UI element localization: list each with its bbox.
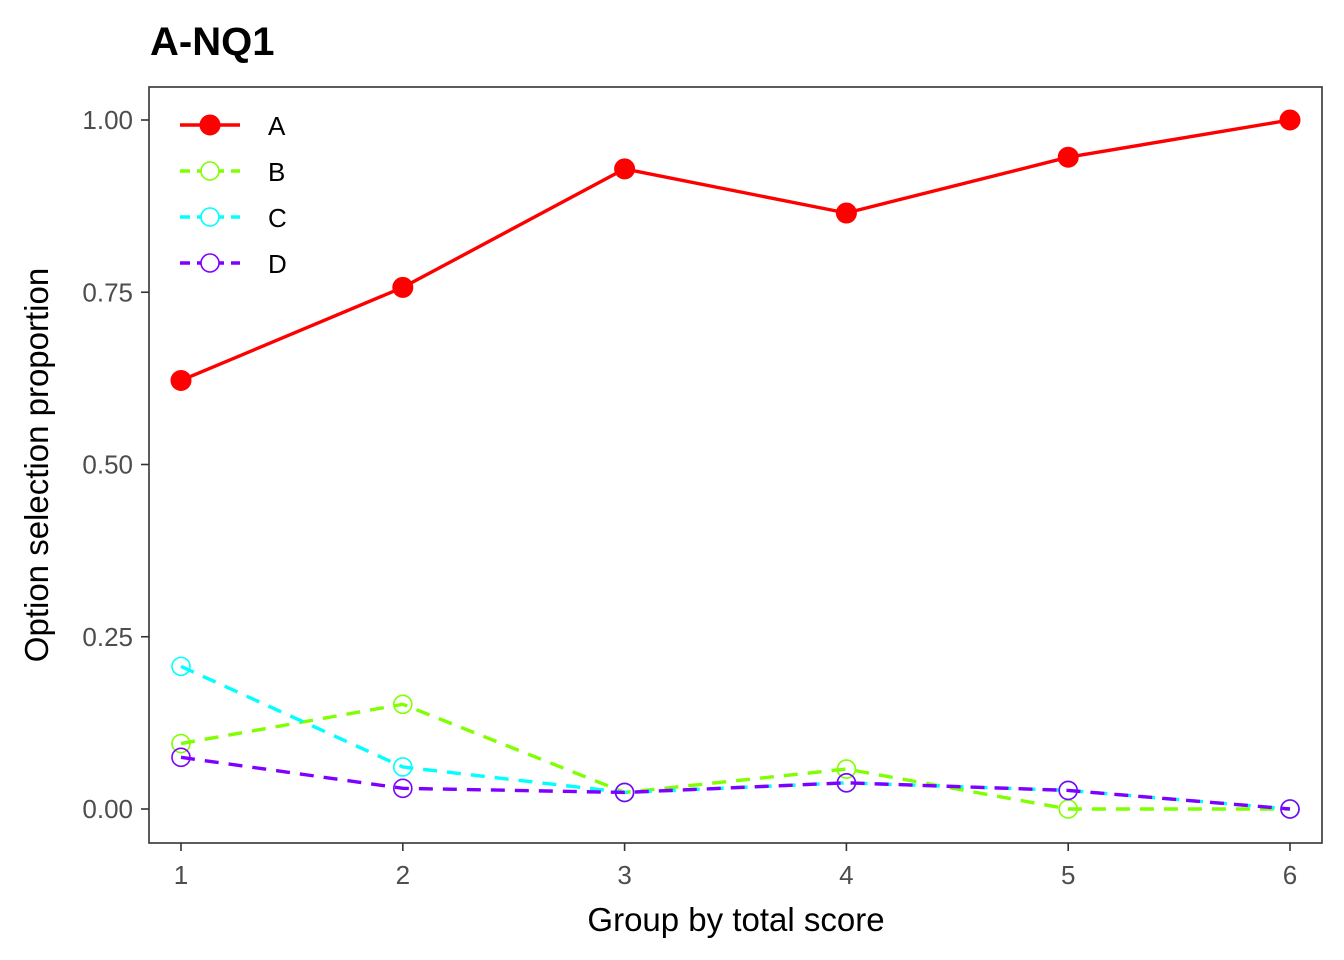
legend-item-d: D xyxy=(180,249,287,279)
data-point xyxy=(836,759,857,779)
series-line xyxy=(180,702,1290,811)
x-tick-label: 3 xyxy=(617,860,631,890)
data-point xyxy=(171,747,191,768)
series-layer xyxy=(170,109,1301,819)
y-axis-title: Option selection proportion xyxy=(18,268,55,662)
series-line xyxy=(180,118,1291,383)
data-point xyxy=(392,276,414,298)
y-tick-label: 0.75 xyxy=(82,277,133,307)
legend-key-marker xyxy=(199,114,221,136)
data-point xyxy=(392,694,413,715)
axes: 1 2 3 4 5 6 0.00 0.25 0.50 0.75 1.00 xyxy=(82,105,1297,890)
x-axis-title: Group by total score xyxy=(587,901,884,938)
plot-panel xyxy=(148,86,1323,844)
data-point xyxy=(1057,146,1079,168)
data-point xyxy=(171,733,191,754)
data-point xyxy=(392,757,413,777)
legend-item-b: B xyxy=(180,157,285,187)
data-point xyxy=(614,782,635,803)
legend-label: B xyxy=(268,157,285,187)
legend-label: A xyxy=(268,111,286,141)
data-point xyxy=(836,773,857,793)
data-point xyxy=(1279,109,1301,131)
legend-label: C xyxy=(268,203,287,233)
x-tick-label: 6 xyxy=(1283,860,1297,890)
data-point xyxy=(171,656,191,677)
legend-item-a: A xyxy=(180,111,286,141)
legend-label: D xyxy=(268,249,287,279)
data-point xyxy=(835,202,857,224)
chart-title: A-NQ1 xyxy=(150,20,274,64)
legend-key-marker xyxy=(200,207,220,227)
x-tick-label: 1 xyxy=(174,860,188,890)
legend-item-c: C xyxy=(180,203,287,233)
data-point xyxy=(614,158,636,180)
y-tick-label: 1.00 xyxy=(82,105,133,135)
y-tick-label: 0.25 xyxy=(82,622,133,652)
data-point xyxy=(1058,780,1078,801)
series-a xyxy=(170,109,1301,391)
x-tick-label: 2 xyxy=(396,860,410,890)
x-tick-label: 5 xyxy=(1061,860,1075,890)
data-point xyxy=(1280,799,1300,819)
legend-key-marker xyxy=(200,253,220,273)
y-tick-label: 0.00 xyxy=(82,794,133,824)
y-tick-label: 0.50 xyxy=(82,450,133,480)
data-point xyxy=(170,369,192,391)
series-line xyxy=(180,755,1291,811)
data-point xyxy=(392,778,413,799)
legend-key-marker xyxy=(200,161,220,181)
x-tick-label: 4 xyxy=(839,860,853,890)
series-d xyxy=(171,747,1300,819)
